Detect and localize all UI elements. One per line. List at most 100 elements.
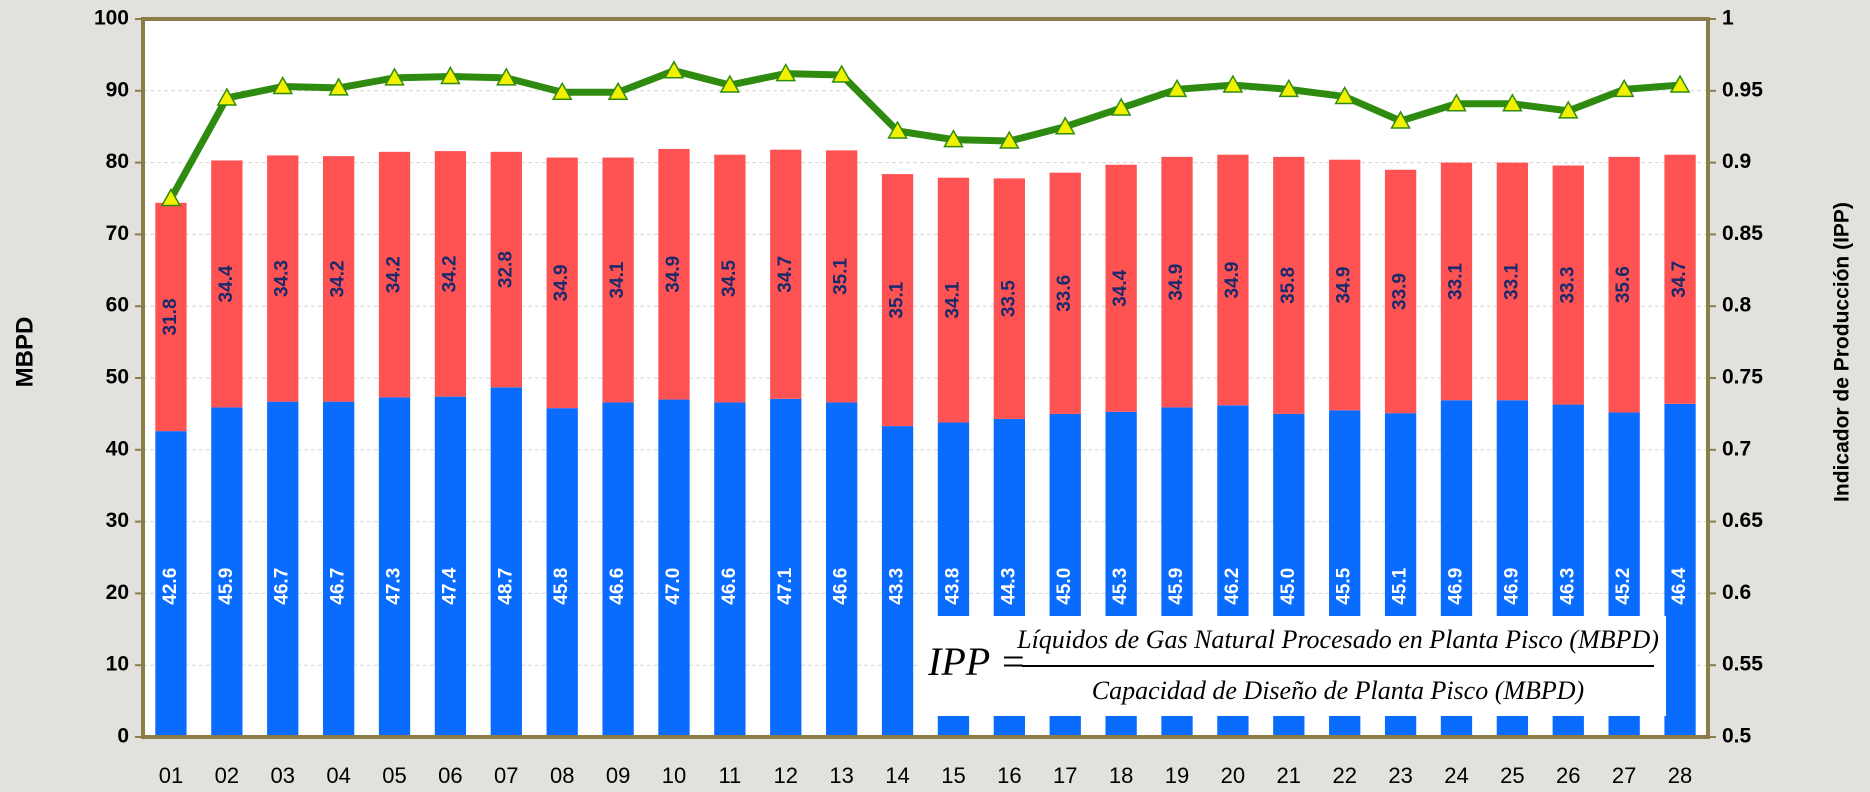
data-label: 46.2 <box>1222 568 1243 605</box>
bar <box>322 156 355 402</box>
data-label: 46.7 <box>328 568 349 605</box>
data-label: 45.2 <box>1613 568 1634 605</box>
marker <box>1054 116 1076 135</box>
y-tick-label: 20 <box>106 581 129 604</box>
data-label: 46.9 <box>1501 568 1522 605</box>
y2-tick-label: 0.6 <box>1722 581 1751 604</box>
marker <box>1502 93 1523 112</box>
x-tick-label: 12 <box>774 763 798 788</box>
data-label: 45.0 <box>1278 568 1299 605</box>
data-label: 34.2 <box>439 255 460 292</box>
data-label: 34.9 <box>1222 262 1243 299</box>
data-label: 45.5 <box>1334 567 1355 604</box>
data-label: 45.1 <box>1390 567 1411 604</box>
y-tick-label: 10 <box>106 653 129 676</box>
y-tick-label: 70 <box>106 222 129 245</box>
x-tick-label: 01 <box>159 763 183 788</box>
bar <box>155 431 187 737</box>
data-label: 43.3 <box>887 568 908 605</box>
data-label: 46.4 <box>1669 567 1690 604</box>
x-tick-label: 11 <box>718 763 741 788</box>
bar <box>490 387 522 737</box>
x-tick-label: 21 <box>1277 763 1301 788</box>
bar <box>546 157 578 409</box>
y2-tick-label: 0.75 <box>1722 366 1763 389</box>
data-label: 47.4 <box>439 567 460 604</box>
bar <box>1440 162 1473 401</box>
data-label: 34.9 <box>1334 267 1355 304</box>
bar <box>211 407 243 737</box>
marker <box>775 63 797 82</box>
y-axis-title: MBPD <box>11 317 38 388</box>
bar <box>1105 164 1137 412</box>
y-tick-label: 40 <box>106 437 129 460</box>
plot-border <box>141 17 1710 739</box>
data-label: 34.5 <box>719 260 740 297</box>
data-label: 35.1 <box>887 281 908 318</box>
data-label: 34.9 <box>551 264 572 301</box>
y2-tick-label: 0.85 <box>1722 222 1763 245</box>
x-tick-label: 04 <box>326 763 350 788</box>
marker <box>1278 78 1300 98</box>
x-tick-label: 03 <box>270 763 294 788</box>
y2-tick-label: 0.7 <box>1722 437 1751 460</box>
x-tick-label: 08 <box>550 763 574 788</box>
bar <box>434 396 467 737</box>
data-label: 33.9 <box>1390 273 1411 310</box>
formula-lhs: IPP = <box>927 639 1026 684</box>
data-label: 46.6 <box>831 568 852 605</box>
data-label: 34.9 <box>663 256 684 293</box>
formula: IPP = Líquidos de Gas Natural Procesado … <box>918 616 1666 716</box>
data-label: 34.7 <box>1669 261 1690 298</box>
bar <box>267 401 299 737</box>
data-label: 35.6 <box>1613 266 1634 303</box>
y2-tick-label: 0.55 <box>1722 653 1763 676</box>
data-label: 34.4 <box>216 265 237 302</box>
marker <box>160 187 182 207</box>
marker <box>1222 74 1244 93</box>
data-label: 34.9 <box>1166 264 1187 301</box>
formula-denominator: Capacidad de Diseño de Planta Pisco (MBP… <box>1092 676 1584 705</box>
marker <box>719 74 741 93</box>
bar <box>546 408 578 737</box>
bar <box>267 155 299 402</box>
overlay <box>160 60 1691 207</box>
data-label: 32.8 <box>495 251 516 288</box>
y2-axis-title: Indicador de Producción (IPP) <box>1831 202 1854 502</box>
marker <box>440 65 461 85</box>
marker <box>216 87 238 106</box>
data-label: 46.3 <box>1557 568 1578 605</box>
bar <box>1329 159 1361 411</box>
data-label: 34.2 <box>328 260 349 297</box>
y-tick-label: 50 <box>106 366 129 389</box>
bar <box>1217 154 1249 406</box>
data-label: 33.3 <box>1557 267 1578 304</box>
x-tick-label: 25 <box>1500 763 1524 788</box>
marker <box>1613 78 1635 98</box>
bar <box>322 401 355 737</box>
x-tick-label: 02 <box>215 763 239 788</box>
y2-tick-label: 0.5 <box>1722 725 1752 748</box>
bar <box>770 149 802 399</box>
x-tick-label: 24 <box>1444 763 1468 788</box>
marker <box>384 67 405 86</box>
bar <box>211 160 243 408</box>
y-tick-label: 100 <box>94 7 129 30</box>
marker <box>1446 93 1467 112</box>
bar <box>1161 156 1193 408</box>
data-label: 34.4 <box>1110 269 1131 306</box>
bar <box>658 148 690 400</box>
formula-numerator: Líquidos de Gas Natural Procesado en Pla… <box>1016 625 1659 654</box>
y-tick-label: 90 <box>106 78 129 101</box>
data-label: 46.7 <box>272 568 293 605</box>
line <box>167 67 1681 201</box>
data-label: 34.1 <box>942 281 963 318</box>
marker <box>1669 74 1691 93</box>
bar <box>155 202 187 432</box>
data-label: 47.0 <box>663 568 684 605</box>
bar <box>434 151 467 397</box>
x-tick-label: 23 <box>1388 763 1412 788</box>
y-tick-label: 0 <box>117 725 129 748</box>
marker <box>1390 110 1411 129</box>
bar <box>881 174 914 427</box>
